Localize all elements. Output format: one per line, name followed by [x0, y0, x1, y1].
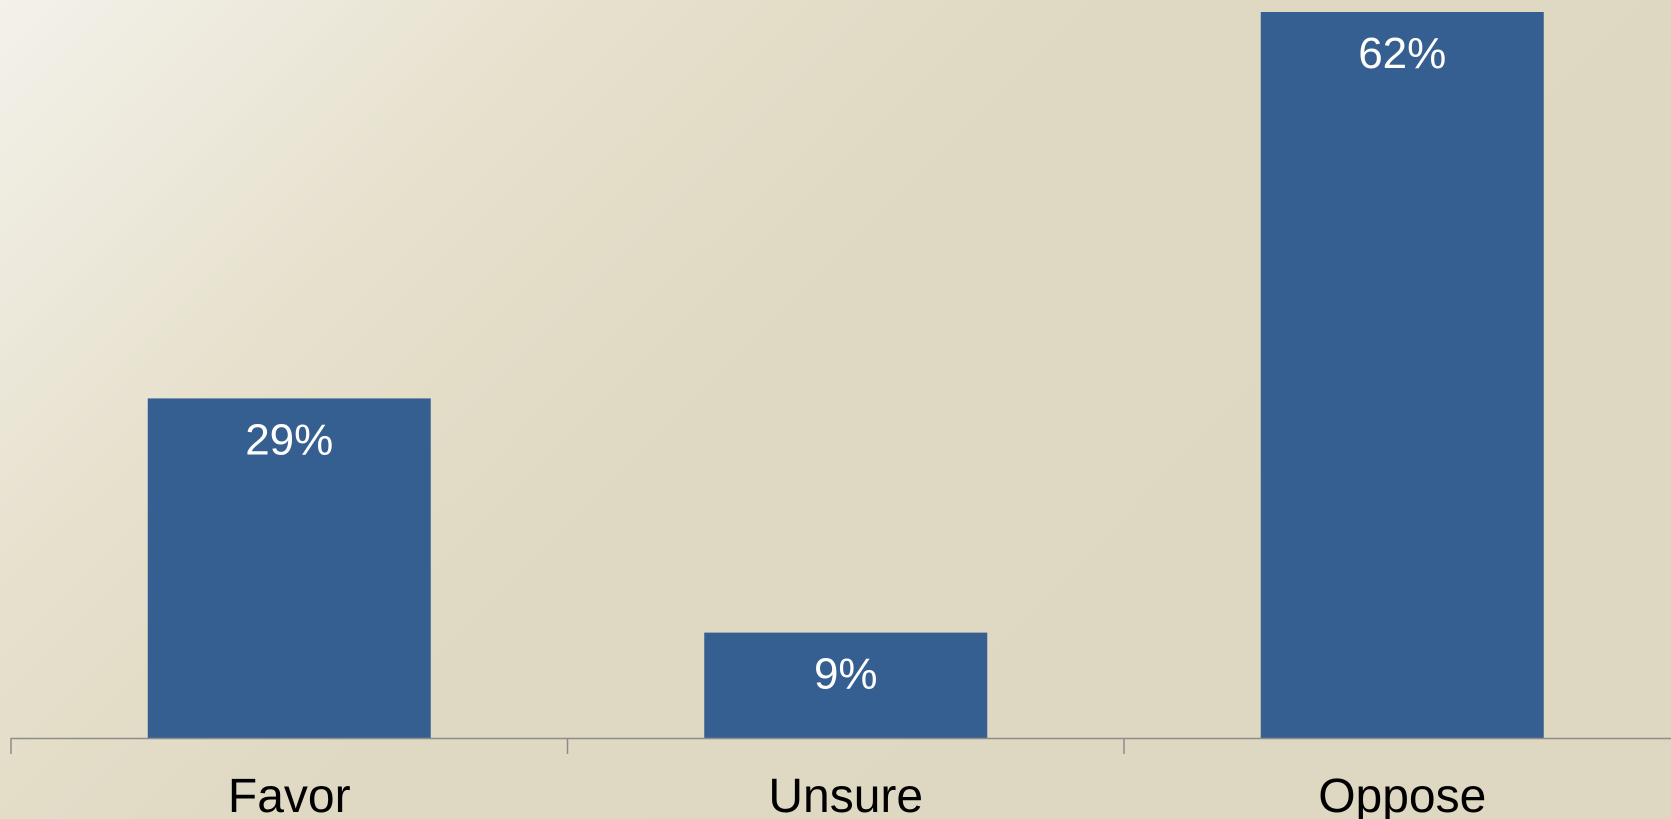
category-label-oppose: Oppose [1318, 770, 1486, 819]
data-labels-group: 29% 9% 62% [245, 29, 1446, 699]
bar-unsure [704, 632, 988, 738]
category-label-favor: Favor [228, 770, 351, 819]
data-label-favor: 29% [245, 415, 333, 464]
category-label-unsure: Unsure [768, 770, 923, 819]
bar-oppose [1260, 12, 1544, 738]
bars-group [147, 12, 1544, 738]
bar-favor [147, 398, 431, 738]
data-label-oppose: 62% [1358, 29, 1446, 78]
data-label-unsure: 9% [814, 650, 878, 699]
x-axis [10, 737, 1671, 754]
category-labels-group: Favor Unsure Oppose [228, 770, 1486, 819]
